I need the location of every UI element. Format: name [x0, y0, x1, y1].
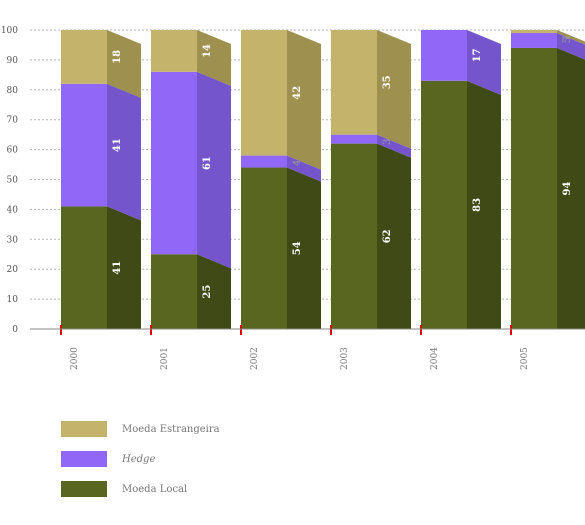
data-label-moeda-local-2003: 62: [382, 229, 393, 243]
bar-side-hedge-2001: [197, 71, 231, 269]
data-label-moeda-local-2000: 41: [112, 261, 123, 275]
bar-side-moeda-local-2000: [107, 206, 141, 329]
bar-hedge-2005: [511, 32, 557, 48]
bar-side-moeda-estrangeira-2000: [107, 30, 141, 98]
bar-moeda-local-2005: [511, 47, 557, 329]
y-tick-label-0: 0: [12, 325, 18, 335]
data-label-moeda-local-2001: 25: [202, 285, 213, 299]
bar-side-hedge-2005: [557, 32, 585, 60]
bar-side-moeda-estrangeira-2002: [287, 30, 321, 170]
bar-hedge-2001: [151, 71, 197, 255]
x-tick-label-2002: 2002: [250, 347, 260, 370]
bar-side-moeda-local-2003: [377, 143, 411, 329]
bar-moeda-local-2004: [421, 80, 467, 329]
bar-side-hedge-2002: [287, 155, 321, 182]
legend-item-moeda-estrangeira: Moeda Estrangeira: [61, 421, 361, 439]
data-label-hedge-2003: 3: [382, 139, 393, 145]
bar-side-moeda-local-2002: [287, 167, 321, 329]
x-tick-label-2001: 2001: [160, 347, 170, 370]
bar-moeda-estrangeira-2002: [241, 30, 287, 156]
legend-swatch-moeda-estrangeira: [61, 421, 107, 437]
bar-side-hedge-2000: [107, 83, 141, 221]
data-label-moeda-estrangeira-2002: 42: [292, 86, 303, 100]
legend-item-hedge: Hedge: [61, 451, 361, 469]
legend-item-moeda-local: Moeda Local: [61, 481, 361, 499]
bar-side-moeda-estrangeira-2003: [377, 30, 411, 149]
stacked-bar-chart: 0102030405060708090100414118200025611420…: [1, 26, 585, 370]
bar-hedge-2002: [241, 155, 287, 168]
x-tick-label-2003: 2003: [340, 347, 350, 370]
bar-side-moeda-estrangeira-2001: [197, 30, 231, 86]
bar-side-moeda-estrangeira-2005: [557, 30, 585, 45]
bar-side-moeda-local-2005: [557, 47, 585, 329]
bar-moeda-estrangeira-2001: [151, 30, 197, 72]
data-label-hedge-2000: 41: [112, 138, 123, 152]
bar-moeda-estrangeira-2005: [511, 30, 557, 33]
legend-label-moeda-local: Moeda Local: [122, 484, 188, 495]
y-tick-label-90: 90: [7, 56, 19, 66]
data-label-hedge-2002: 4: [292, 160, 303, 166]
bar-moeda-local-2002: [241, 167, 287, 329]
data-label-hedge-2005: 5: [562, 37, 573, 43]
data-label-moeda-estrangeira-2001: 14: [202, 44, 213, 58]
data-label-moeda-local-2002: 54: [292, 241, 303, 255]
x-tick-label-2004: 2004: [430, 347, 440, 370]
y-tick-label-60: 60: [7, 146, 19, 156]
bar-side-moeda-local-2001: [197, 254, 231, 329]
data-label-hedge-2001: 61: [202, 156, 213, 170]
y-tick-label-50: 50: [7, 176, 19, 186]
bar-moeda-local-2001: [151, 254, 197, 329]
legend-label-hedge: Hedge: [122, 454, 156, 465]
bar-hedge-2000: [61, 83, 107, 207]
data-label-hedge-2004: 17: [472, 48, 483, 62]
legend-swatch-moeda-local: [61, 481, 107, 497]
bar-hedge-2003: [331, 134, 377, 144]
y-tick-label-10: 10: [7, 295, 19, 305]
data-label-moeda-estrangeira-2005: 1: [562, 34, 573, 40]
bar-hedge-2004: [421, 30, 467, 81]
bar-moeda-estrangeira-2003: [331, 30, 377, 135]
x-tick-label-2005: 2005: [520, 347, 530, 370]
bar-side-hedge-2003: [377, 134, 411, 158]
bar-side-hedge-2004: [467, 30, 501, 95]
y-tick-label-80: 80: [7, 86, 19, 96]
y-tick-label-20: 20: [7, 265, 19, 275]
y-tick-label-70: 70: [7, 116, 19, 126]
x-tick-label-2000: 2000: [70, 347, 80, 370]
data-label-moeda-estrangeira-2000: 18: [112, 50, 123, 64]
legend-swatch-hedge: [61, 451, 107, 467]
bar-moeda-estrangeira-2000: [61, 30, 107, 84]
bar-moeda-local-2000: [61, 206, 107, 329]
y-tick-label-40: 40: [7, 205, 19, 215]
legend-label-moeda-estrangeira: Moeda Estrangeira: [122, 424, 220, 435]
y-tick-label-100: 100: [1, 26, 18, 36]
bar-moeda-local-2003: [331, 143, 377, 329]
y-tick-label-30: 30: [7, 235, 19, 245]
data-label-moeda-estrangeira-2003: 35: [382, 75, 393, 89]
data-label-moeda-local-2004: 83: [472, 198, 483, 212]
data-label-moeda-local-2005: 94: [562, 181, 573, 195]
bar-side-moeda-local-2004: [467, 80, 501, 329]
